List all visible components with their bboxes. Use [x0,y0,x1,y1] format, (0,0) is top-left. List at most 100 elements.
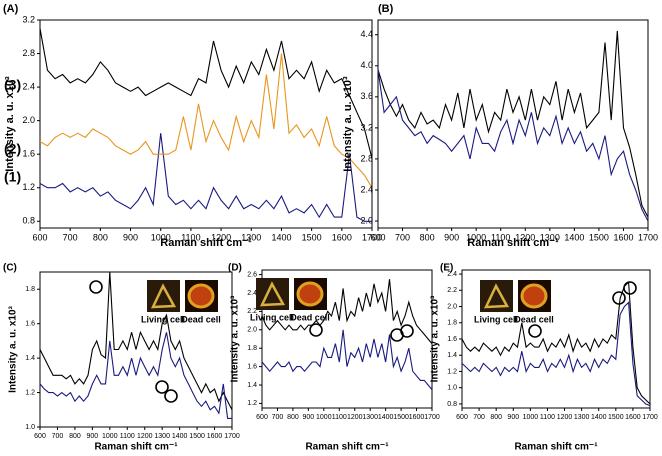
y-tick-label: 1.4 [247,382,257,389]
x-tick-label: 1100 [332,414,347,421]
inset-caption: Living cell [474,314,518,324]
x-tick-label: 1200 [347,414,363,421]
x-tick-label: 1200 [557,414,573,421]
x-tick-label: 1100 [181,232,200,242]
y-tick-label: 1.8 [447,320,457,327]
x-tick-label: 1600 [625,414,641,421]
spectrum-line [39,53,373,188]
x-tick-label: 1700 [638,232,658,242]
plot-frame [261,269,433,409]
x-tick-label: 1600 [207,433,223,440]
y-tick-label: 0.8 [22,216,35,226]
y-tick-label: 2.4 [247,290,257,297]
y-tick-label: 1.2 [447,368,457,375]
x-tick-label: 700 [473,414,485,421]
x-tick-label: 600 [256,414,268,421]
x-axis-title: Raman shift cm⁻¹ [514,442,598,453]
highlight-circle [612,291,626,305]
spectrum-line [261,329,433,390]
x-tick-label: 1100 [120,433,135,440]
spectrum-line [39,133,372,222]
y-tick-label: 2.0 [247,327,257,334]
y-tick-label: 1.6 [247,363,257,370]
x-tick-label: 1200 [211,232,231,242]
y-tick-label: 2.4 [447,271,457,278]
x-tick-label: 1400 [172,433,188,440]
x-tick-label: 1600 [332,232,352,242]
x-tick-label: 1700 [224,433,240,440]
y-tick-label: 2.2 [447,287,457,294]
x-tick-label: 1400 [564,232,584,242]
y-tick-label: 0.8 [447,401,457,408]
x-tick-label: 1700 [362,232,382,242]
highlight-circle [155,380,169,394]
x-tick-label: 700 [63,232,78,242]
spectrum-line [39,332,232,419]
y-tick-label: 2.4 [22,81,35,91]
spectrum-line [461,301,651,407]
x-tick-label: 1500 [302,232,322,242]
y-tick-label: 1.8 [25,286,35,293]
y-tick-label: 1.6 [447,336,457,343]
x-tick-label: 900 [444,232,459,242]
x-tick-label: 1700 [642,414,658,421]
spectrum-line [39,28,373,159]
x-tick-label: 800 [93,232,108,242]
inset-caption: Dead cell [290,312,330,322]
x-tick-label: 700 [395,232,410,242]
x-tick-label: 1500 [589,232,609,242]
x-tick-label: 1000 [151,232,171,242]
series-label: (3) [4,77,21,93]
y-tick-label: 2.6 [247,271,257,278]
series-label: (2) [4,141,21,157]
x-tick-label: 1000 [316,414,332,421]
x-tick-label: 700 [52,433,64,440]
x-tick-label: 900 [507,414,519,421]
highlight-circle [623,281,637,295]
y-tick-label: 4.4 [360,29,373,39]
cell-shape [296,281,324,307]
x-tick-label: 1400 [591,414,607,421]
y-axis-title: Intensity a. u. x10³ [430,295,441,382]
highlight-circle [528,324,542,338]
x-tick-label: 900 [87,433,99,440]
x-axis-title: Raman shift cm⁻¹ [467,237,559,249]
y-tick-label: 1.2 [247,400,257,407]
spectrum-line [377,69,649,222]
y-tick-label: 1.6 [22,149,35,159]
plot-frame [377,19,649,229]
panel-label: (E) [440,263,453,274]
spectrum-line [261,279,433,344]
x-tick-label: 1700 [424,414,440,421]
y-tick-label: 1.6 [25,321,35,328]
x-tick-label: 900 [303,414,315,421]
cell-shape [483,283,510,309]
highlight-circle [164,389,178,403]
x-axis-title: Raman shift cm⁻¹ [94,442,178,453]
x-tick-label: 800 [420,232,435,242]
inset-caption: Dead cell [514,314,554,324]
y-tick-label: 1.8 [247,345,257,352]
spectrum-line [461,280,651,405]
x-tick-label: 800 [287,414,299,421]
plot-frame [39,19,373,229]
cell-shape [150,283,177,309]
y-tick-label: 2.0 [447,303,457,310]
x-tick-label: 1300 [574,414,590,421]
y-tick-label: 2.8 [22,48,35,58]
highlight-circle [89,280,103,294]
panel-label: (D) [228,263,242,274]
highlight-circle [400,324,414,338]
x-tick-label: 900 [123,232,138,242]
y-axis-title: Intensity a. u. x10³ [230,295,241,382]
x-tick-label: 600 [32,232,47,242]
x-tick-label: 1500 [189,433,205,440]
x-axis-title: Raman shift cm⁻¹ [160,237,252,249]
y-tick-label: 2.0 [22,115,35,125]
inset-caption: Dead cell [181,314,221,324]
y-tick-label: 1.0 [25,424,35,431]
y-tick-label: 2.2 [247,308,257,315]
x-tick-label: 1500 [608,414,624,421]
